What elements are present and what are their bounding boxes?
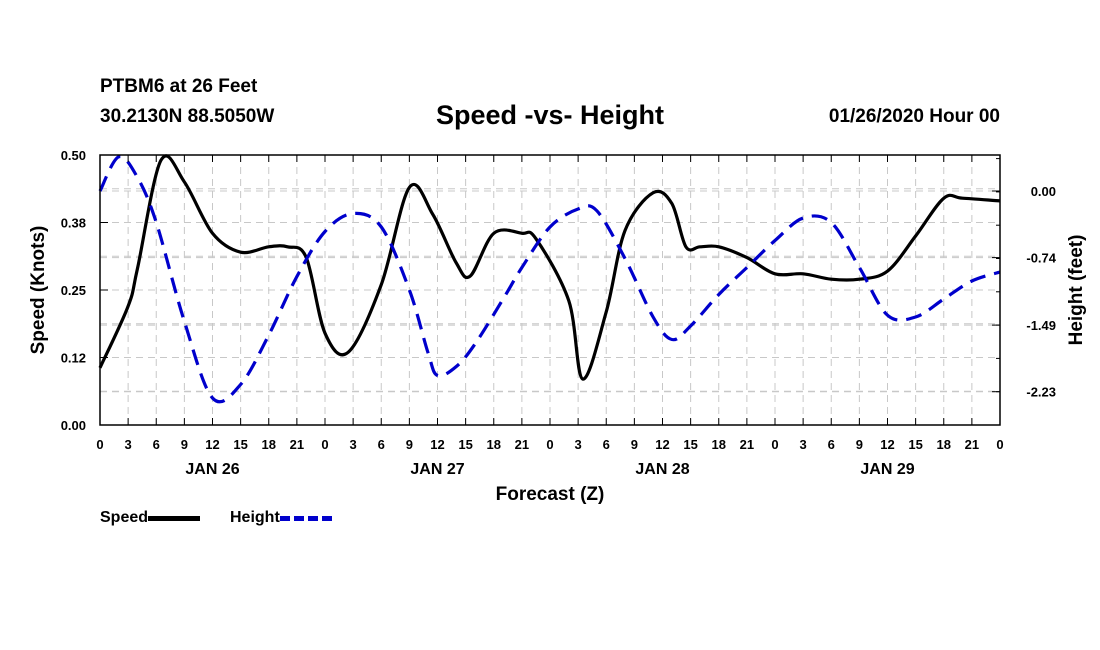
x-tick-label: 3 bbox=[350, 437, 357, 452]
x-tick-label: 6 bbox=[603, 437, 610, 452]
y-right-tick-label: -2.23 bbox=[1026, 385, 1056, 400]
x-tick-label: 15 bbox=[908, 437, 922, 452]
y-right-tick-label: -1.49 bbox=[1026, 318, 1056, 333]
x-tick-label: 21 bbox=[515, 437, 529, 452]
x-tick-label: 0 bbox=[996, 437, 1003, 452]
legend-height-label: Height bbox=[230, 509, 280, 526]
x-tick-label: 15 bbox=[683, 437, 697, 452]
series-lines bbox=[98, 154, 1001, 404]
y-axis-right-label: Height (feet) bbox=[1066, 235, 1087, 346]
y-left-tick-label: 0.25 bbox=[61, 283, 86, 298]
x-tick-label: 21 bbox=[290, 437, 304, 452]
series-line-speed bbox=[98, 154, 1001, 381]
x-tick-label: 12 bbox=[655, 437, 669, 452]
x-tick-label: 6 bbox=[828, 437, 835, 452]
legend-speed-swatch bbox=[148, 515, 201, 521]
legend-height: Height bbox=[230, 509, 332, 527]
x-tick-label: 15 bbox=[233, 437, 247, 452]
y-right-tick-label: -0.74 bbox=[1026, 251, 1056, 266]
x-tick-label: 3 bbox=[125, 437, 132, 452]
legend-speed-label: Speed bbox=[100, 509, 149, 526]
axis-ticks: 0 3 6 9 12 15 18 21 0 3 6 9 12 15 18 21 0 3 6 9 12 15 18 21 0 3 6 9… bbox=[61, 148, 1057, 478]
x-day-label: JAN 29 bbox=[860, 461, 914, 478]
x-tick-label: 6 bbox=[378, 437, 385, 452]
x-tick-label: 9 bbox=[181, 437, 188, 452]
x-tick-label: 9 bbox=[856, 437, 863, 452]
x-day-label: JAN 28 bbox=[635, 461, 689, 478]
x-tick-label: 12 bbox=[430, 437, 444, 452]
legend-speed: Speed bbox=[100, 509, 201, 527]
y-right-tick-label: 0.00 bbox=[1031, 184, 1056, 199]
x-tick-label: 3 bbox=[800, 437, 807, 452]
x-tick-label: 18 bbox=[937, 437, 951, 452]
x-tick-label: 3 bbox=[575, 437, 582, 452]
forecast-datetime: 01/26/2020 Hour 00 bbox=[828, 106, 1000, 127]
x-tick-label: 9 bbox=[631, 437, 638, 452]
x-tick-label: 21 bbox=[740, 437, 754, 452]
x-tick-label: 0 bbox=[96, 437, 103, 452]
x-tick-label: 21 bbox=[965, 437, 979, 452]
x-tick-label: 0 bbox=[321, 437, 328, 452]
x-tick-label: 0 bbox=[771, 437, 778, 452]
x-tick-label: 6 bbox=[153, 437, 160, 452]
y-left-tick-label: 0.50 bbox=[61, 148, 86, 163]
x-axis-label: Forecast (Z) bbox=[496, 484, 605, 505]
x-day-label: JAN 27 bbox=[410, 461, 464, 478]
chart-title: Speed -vs- Height bbox=[435, 100, 665, 130]
y-left-tick-label: 0.12 bbox=[61, 351, 86, 366]
y-axis-left-label: Speed (Knots) bbox=[28, 226, 49, 355]
x-tick-label: 18 bbox=[712, 437, 726, 452]
x-day-label: JAN 26 bbox=[185, 461, 239, 478]
grid-lines bbox=[100, 155, 1000, 425]
x-tick-label: 18 bbox=[262, 437, 276, 452]
station-coordinates: 30.2130N 88.5050W bbox=[100, 106, 275, 127]
x-tick-label: 18 bbox=[487, 437, 501, 452]
x-tick-label: 15 bbox=[458, 437, 472, 452]
y-left-tick-label: 0.38 bbox=[61, 216, 86, 231]
x-tick-label: 12 bbox=[205, 437, 219, 452]
series-line-height bbox=[98, 155, 1001, 404]
station-name: PTBM6 at 26 Feet bbox=[100, 76, 258, 97]
y-left-tick-label: 0.00 bbox=[61, 418, 86, 433]
legend-height-swatch bbox=[279, 515, 332, 521]
x-tick-label: 0 bbox=[546, 437, 553, 452]
x-tick-label: 12 bbox=[880, 437, 894, 452]
x-tick-label: 9 bbox=[406, 437, 413, 452]
